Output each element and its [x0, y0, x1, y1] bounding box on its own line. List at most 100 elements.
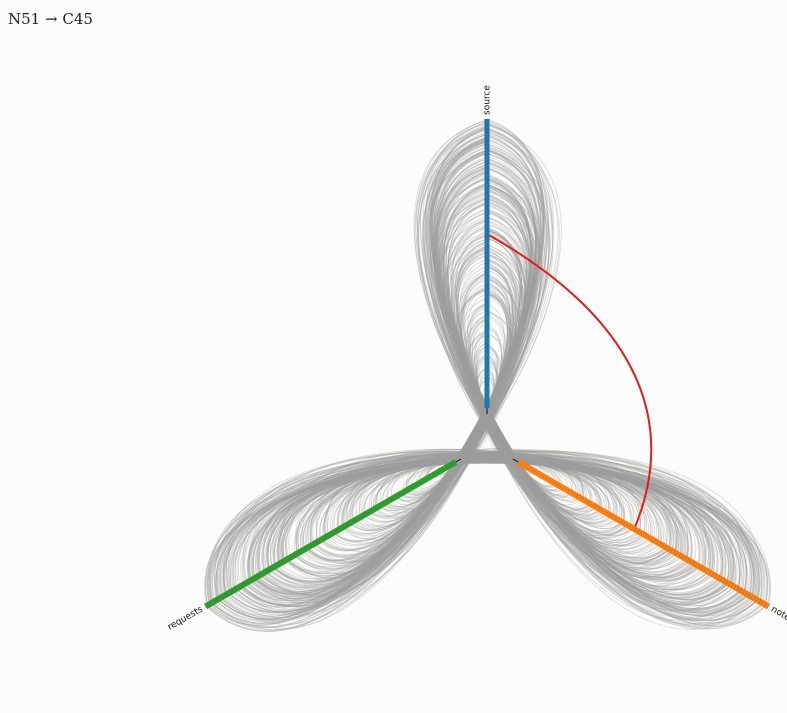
link[interactable]: [273, 458, 711, 573]
link[interactable]: [241, 266, 514, 607]
link[interactable]: [245, 250, 517, 604]
link[interactable]: [267, 458, 710, 572]
link[interactable]: [227, 460, 718, 593]
link[interactable]: [303, 457, 724, 580]
link[interactable]: [256, 459, 712, 576]
link[interactable]: [343, 455, 727, 581]
link[interactable]: [303, 457, 707, 570]
link[interactable]: [244, 129, 544, 601]
link[interactable]: [427, 126, 697, 579]
link[interactable]: [433, 150, 705, 585]
link[interactable]: [466, 316, 628, 536]
link[interactable]: [323, 229, 526, 550]
link[interactable]: [212, 177, 531, 624]
link[interactable]: [248, 460, 747, 593]
link[interactable]: [428, 145, 659, 553]
link[interactable]: [320, 168, 540, 551]
link[interactable]: [441, 170, 767, 627]
link[interactable]: [324, 452, 593, 537]
link[interactable]: [207, 217, 523, 628]
link[interactable]: [267, 457, 671, 570]
link[interactable]: [343, 152, 546, 536]
link[interactable]: [456, 249, 732, 605]
link[interactable]: [432, 152, 688, 573]
link[interactable]: [237, 458, 670, 587]
link[interactable]: [436, 158, 719, 595]
link[interactable]: [306, 458, 761, 601]
link[interactable]: [435, 154, 725, 598]
link[interactable]: [349, 148, 548, 531]
link[interactable]: [425, 449, 668, 548]
link[interactable]: [344, 146, 548, 535]
link[interactable]: [208, 456, 626, 603]
link[interactable]: [241, 458, 679, 585]
link[interactable]: [310, 451, 581, 545]
link[interactable]: [340, 274, 517, 539]
link[interactable]: [259, 269, 514, 595]
link[interactable]: [255, 249, 518, 597]
link[interactable]: [436, 152, 743, 610]
link[interactable]: [226, 291, 508, 618]
link[interactable]: [255, 167, 536, 595]
link[interactable]: [311, 359, 498, 563]
link[interactable]: [435, 149, 742, 609]
link[interactable]: [470, 334, 638, 544]
link[interactable]: [455, 243, 723, 600]
link[interactable]: [312, 252, 520, 558]
link[interactable]: [456, 245, 741, 612]
link[interactable]: [476, 356, 673, 569]
link[interactable]: [436, 172, 673, 564]
link[interactable]: [248, 459, 715, 581]
link[interactable]: [450, 235, 672, 564]
link[interactable]: [366, 260, 522, 522]
link[interactable]: [306, 230, 525, 562]
link[interactable]: [427, 136, 667, 559]
link[interactable]: [236, 459, 706, 588]
link[interactable]: [440, 178, 712, 590]
link[interactable]: [441, 235, 555, 487]
link[interactable]: [220, 127, 543, 617]
link[interactable]: [324, 451, 586, 537]
link[interactable]: [272, 183, 534, 583]
link[interactable]: [206, 458, 661, 605]
link[interactable]: [433, 141, 742, 609]
link[interactable]: [437, 448, 583, 499]
link[interactable]: [228, 177, 532, 613]
link[interactable]: [352, 456, 760, 600]
link[interactable]: [433, 138, 753, 617]
link[interactable]: [446, 211, 696, 581]
link[interactable]: [431, 137, 728, 600]
link[interactable]: [373, 247, 526, 517]
link[interactable]: [423, 136, 617, 526]
link[interactable]: [301, 452, 587, 550]
link[interactable]: [222, 277, 511, 620]
link[interactable]: [426, 150, 617, 526]
link[interactable]: [306, 188, 535, 560]
link[interactable]: [379, 276, 519, 514]
link[interactable]: [304, 185, 535, 562]
link[interactable]: [422, 139, 602, 516]
link[interactable]: [324, 455, 678, 553]
link[interactable]: [259, 227, 523, 593]
link[interactable]: [311, 201, 532, 558]
link[interactable]: [434, 166, 673, 564]
link[interactable]: [296, 266, 517, 569]
link[interactable]: [247, 387, 492, 609]
link[interactable]: [225, 458, 672, 594]
link[interactable]: [254, 195, 530, 596]
link[interactable]: [447, 208, 712, 591]
link[interactable]: [282, 457, 701, 567]
link[interactable]: [440, 170, 735, 606]
link[interactable]: [435, 164, 691, 576]
link[interactable]: [252, 460, 749, 594]
link[interactable]: [388, 376, 498, 510]
link[interactable]: [464, 276, 764, 628]
link[interactable]: [209, 303, 505, 631]
link[interactable]: [239, 178, 533, 606]
link[interactable]: [207, 455, 606, 604]
link[interactable]: [281, 449, 538, 562]
link[interactable]: [279, 456, 652, 563]
link[interactable]: [454, 251, 667, 561]
link[interactable]: [458, 266, 693, 580]
link[interactable]: [307, 456, 693, 562]
